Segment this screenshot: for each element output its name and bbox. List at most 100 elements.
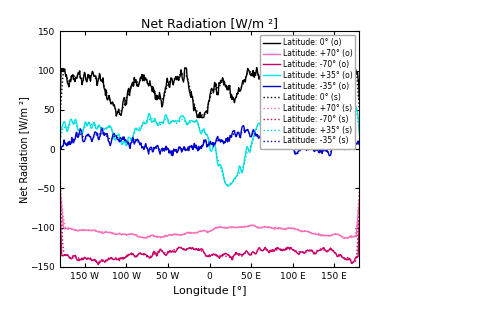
Latitude: +70° (s): (115, -105): +70° (s): (115, -105): [302, 229, 308, 233]
Latitude: -70° (o): (-134, -147): -70° (o): (-134, -147): [95, 263, 101, 267]
Latitude: -70° (s): (14.8, -137): -70° (s): (14.8, -137): [219, 255, 225, 258]
Latitude: -35° (o): (116, 1.96): -35° (o): (116, 1.96): [303, 146, 309, 149]
Latitude: +70° (o): (-180, -49.4): +70° (o): (-180, -49.4): [57, 186, 63, 190]
Latitude: -35° (s): (173, 4.41): -35° (s): (173, 4.41): [350, 144, 356, 148]
Line: Latitude: +35° (s): Latitude: +35° (s): [60, 108, 359, 185]
Latitude: 0° (s): (172, 93.8): 0° (s): (172, 93.8): [350, 74, 356, 78]
Latitude: -70° (s): (171, -143): -70° (s): (171, -143): [349, 259, 355, 263]
Latitude: +35° (s): (22.7, -45.3): +35° (s): (22.7, -45.3): [226, 183, 232, 187]
Latitude: 0° (o): (-12.6, 40): 0° (o): (-12.6, 40): [196, 116, 202, 120]
Latitude: +70° (s): (164, -114): +70° (s): (164, -114): [343, 237, 349, 241]
Latitude: +35° (s): (116, 44.4): +35° (s): (116, 44.4): [303, 112, 309, 116]
Latitude: -70° (o): (180, -91.8): -70° (o): (180, -91.8): [356, 219, 362, 223]
Latitude: +35° (o): (116, 53.2): +35° (o): (116, 53.2): [303, 106, 309, 109]
Legend: Latitude: 0° (o), Latitude: +70° (o), Latitude: -70° (o), Latitude: +35° (o), La: Latitude: 0° (o), Latitude: +70° (o), La…: [260, 35, 355, 149]
Latitude: 0° (s): (-180, 42.4): 0° (s): (-180, 42.4): [57, 114, 63, 118]
Latitude: +70° (o): (-6.85, -104): +70° (o): (-6.85, -104): [201, 229, 207, 232]
Latitude: +35° (o): (-180, 13.1): +35° (o): (-180, 13.1): [57, 137, 63, 141]
Latitude: +35° (o): (-6.85, 25.9): +35° (o): (-6.85, 25.9): [201, 127, 207, 131]
Latitude: +35° (s): (-6.85, 22): +35° (s): (-6.85, 22): [201, 130, 207, 134]
Latitude: -35° (s): (34.3, 16.7): -35° (s): (34.3, 16.7): [235, 134, 241, 138]
Latitude: +35° (o): (35, -25.5): +35° (o): (35, -25.5): [236, 167, 242, 171]
Latitude: +35° (o): (14.8, -24.3): +35° (o): (14.8, -24.3): [219, 166, 225, 170]
Latitude: 0° (s): (123, 105): 0° (s): (123, 105): [309, 64, 315, 68]
Latitude: +35° (s): (180, 24): +35° (s): (180, 24): [356, 128, 362, 132]
Latitude: -35° (o): (-180, 1.73): -35° (o): (-180, 1.73): [57, 146, 63, 150]
Latitude: 0° (s): (115, 93.2): 0° (s): (115, 93.2): [302, 74, 308, 78]
Line: Latitude: -35° (o): Latitude: -35° (o): [60, 126, 359, 156]
Latitude: +35° (o): (172, 50.2): +35° (o): (172, 50.2): [350, 108, 356, 112]
Latitude: +35° (o): (180, 18.6): +35° (o): (180, 18.6): [356, 133, 362, 137]
Latitude: -70° (s): (34.3, -135): -70° (s): (34.3, -135): [235, 253, 241, 257]
Latitude: -70° (o): (116, -130): -70° (o): (116, -130): [303, 249, 309, 253]
Latitude: -35° (s): (-9.02, 4.39): -35° (s): (-9.02, 4.39): [199, 144, 205, 148]
Latitude: -35° (s): (180, 5.81): -35° (s): (180, 5.81): [356, 143, 362, 146]
Latitude: 0° (o): (35, 78.2): 0° (o): (35, 78.2): [236, 86, 242, 89]
Latitude: -35° (o): (34.3, 20.3): -35° (o): (34.3, 20.3): [235, 131, 241, 135]
Latitude: -35° (o): (14.8, 10.1): -35° (o): (14.8, 10.1): [219, 139, 225, 143]
Latitude: +70° (s): (34.3, -99.5): +70° (s): (34.3, -99.5): [235, 225, 241, 229]
Latitude: 0° (s): (34.3, 70.9): 0° (s): (34.3, 70.9): [235, 92, 241, 95]
Latitude: 0° (s): (-6.85, 43.5): 0° (s): (-6.85, 43.5): [201, 113, 207, 117]
Latitude: 0° (s): (14.8, 85.5): 0° (s): (14.8, 85.5): [219, 80, 225, 84]
Latitude: 0° (o): (-8.3, 40): 0° (o): (-8.3, 40): [200, 116, 206, 120]
Line: Latitude: +70° (s): Latitude: +70° (s): [60, 175, 359, 239]
Latitude: 0° (o): (173, 99.4): 0° (o): (173, 99.4): [350, 69, 356, 73]
Latitude: +35° (o): (-9.02, 21.8): +35° (o): (-9.02, 21.8): [199, 130, 205, 134]
Latitude: 0° (o): (116, 95.7): 0° (o): (116, 95.7): [303, 72, 309, 76]
Latitude: +70° (s): (-180, -33.4): +70° (s): (-180, -33.4): [57, 173, 63, 177]
X-axis label: Longitude [°]: Longitude [°]: [173, 286, 247, 296]
Latitude: -70° (o): (35, -134): -70° (o): (35, -134): [236, 253, 242, 257]
Latitude: +70° (o): (180, -64.4): +70° (o): (180, -64.4): [356, 198, 362, 202]
Latitude: -35° (s): (117, 1.52): -35° (s): (117, 1.52): [303, 146, 309, 150]
Latitude: 0° (o): (15.5, 91): 0° (o): (15.5, 91): [220, 76, 226, 80]
Latitude: -35° (s): (-180, -0.297): -35° (s): (-180, -0.297): [57, 148, 63, 151]
Latitude: +70° (o): (14.8, -99.6): +70° (o): (14.8, -99.6): [219, 225, 225, 229]
Latitude: +70° (s): (14.8, -99.3): +70° (s): (14.8, -99.3): [219, 225, 225, 229]
Latitude: 0° (o): (-180, 48.6): 0° (o): (-180, 48.6): [57, 109, 63, 113]
Latitude: +35° (s): (35, -31.1): +35° (s): (35, -31.1): [236, 172, 242, 176]
Line: Latitude: +70° (o): Latitude: +70° (o): [60, 188, 359, 238]
Latitude: -70° (s): (-9.02, -130): -70° (s): (-9.02, -130): [199, 249, 205, 253]
Latitude: -70° (s): (172, -144): -70° (s): (172, -144): [350, 261, 356, 264]
Latitude: -70° (s): (115, -131): -70° (s): (115, -131): [302, 250, 308, 254]
Latitude: +70° (o): (162, -114): +70° (o): (162, -114): [341, 236, 347, 240]
Line: Latitude: 0° (o): Latitude: 0° (o): [60, 62, 359, 118]
Latitude: -35° (o): (144, -8.43): -35° (o): (144, -8.43): [326, 154, 332, 158]
Latitude: -70° (o): (172, -145): -70° (o): (172, -145): [350, 261, 356, 265]
Latitude: -35° (s): (105, -5.91): -35° (s): (105, -5.91): [294, 152, 300, 156]
Y-axis label: Net Radiation [W/m ²]: Net Radiation [W/m ²]: [19, 96, 29, 203]
Latitude: -70° (o): (-6.13, -132): -70° (o): (-6.13, -132): [202, 251, 208, 255]
Latitude: -70° (o): (15.5, -135): -70° (o): (15.5, -135): [220, 253, 226, 257]
Latitude: -35° (s): (14.8, 9.37): -35° (s): (14.8, 9.37): [219, 140, 225, 144]
Line: Latitude: +35° (o): Latitude: +35° (o): [60, 106, 359, 186]
Title: Net Radiation [W/m ²]: Net Radiation [W/m ²]: [141, 17, 278, 30]
Latitude: -35° (o): (173, 0.223): -35° (o): (173, 0.223): [350, 147, 356, 151]
Line: Latitude: -70° (s): Latitude: -70° (s): [60, 192, 359, 263]
Latitude: +70° (s): (180, -52.3): +70° (s): (180, -52.3): [356, 188, 362, 192]
Latitude: +70° (s): (-9.02, -104): +70° (s): (-9.02, -104): [199, 229, 205, 232]
Latitude: -70° (s): (-180, -54): -70° (s): (-180, -54): [57, 190, 63, 193]
Latitude: -70° (s): (180, -76.2): -70° (s): (180, -76.2): [356, 207, 362, 211]
Latitude: 0° (s): (-9.02, 43.6): 0° (s): (-9.02, 43.6): [199, 113, 205, 117]
Latitude: 0° (o): (-6.13, 45.3): 0° (o): (-6.13, 45.3): [202, 112, 208, 116]
Latitude: -70° (o): (-8.3, -128): -70° (o): (-8.3, -128): [200, 247, 206, 251]
Latitude: +35° (s): (172, 51): +35° (s): (172, 51): [350, 107, 356, 111]
Latitude: +35° (s): (-180, 11): +35° (s): (-180, 11): [57, 139, 63, 143]
Latitude: 0° (o): (180, 63.9): 0° (o): (180, 63.9): [356, 97, 362, 101]
Latitude: +70° (s): (-6.85, -104): +70° (s): (-6.85, -104): [201, 229, 207, 232]
Latitude: +70° (o): (172, -112): +70° (o): (172, -112): [350, 235, 356, 239]
Latitude: +35° (s): (174, 53): +35° (s): (174, 53): [351, 106, 357, 110]
Latitude: -35° (s): (42.2, 25): -35° (s): (42.2, 25): [242, 128, 248, 132]
Latitude: +35° (s): (-9.02, 22.8): +35° (s): (-9.02, 22.8): [199, 129, 205, 133]
Latitude: -35° (o): (180, 6.35): -35° (o): (180, 6.35): [356, 142, 362, 146]
Latitude: +35° (s): (14.8, -28.8): +35° (s): (14.8, -28.8): [219, 170, 225, 174]
Latitude: +35° (o): (175, 55.4): +35° (o): (175, 55.4): [352, 104, 358, 107]
Latitude: -70° (o): (-180, -66.7): -70° (o): (-180, -66.7): [57, 200, 63, 203]
Latitude: +70° (o): (115, -104): +70° (o): (115, -104): [302, 229, 308, 233]
Line: Latitude: -35° (s): Latitude: -35° (s): [60, 130, 359, 154]
Latitude: -35° (o): (40.8, 30): -35° (o): (40.8, 30): [241, 124, 247, 127]
Latitude: 0° (s): (180, 52.6): 0° (s): (180, 52.6): [356, 106, 362, 110]
Latitude: -35° (o): (-9.02, 5.05): -35° (o): (-9.02, 5.05): [199, 143, 205, 147]
Latitude: +70° (o): (34.3, -99.2): +70° (o): (34.3, -99.2): [235, 225, 241, 229]
